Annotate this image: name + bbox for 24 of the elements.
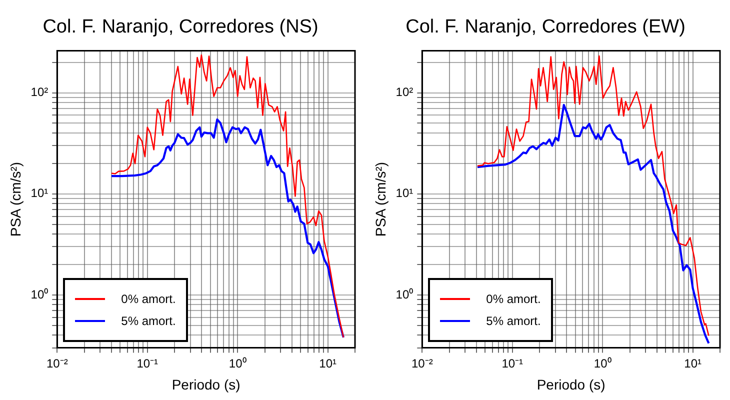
y-tick-label: 10¹ <box>396 186 414 200</box>
x-tick-label: 10⁻² <box>46 356 68 370</box>
x-axis-title: Periodo (s) <box>172 376 240 392</box>
y-tick-label: 10⁰ <box>396 287 414 302</box>
y-tick-label: 10² <box>30 85 48 100</box>
y-tick-label: 10⁰ <box>30 287 48 302</box>
legend-label: 5% amort. <box>486 314 541 328</box>
y-axis-title: PSA (cm/s²) <box>7 162 24 237</box>
x-tick-label: 10⁰ <box>228 356 246 370</box>
x-tick-label: 10¹ <box>684 356 702 370</box>
legend-label: 5% amort. <box>121 314 176 328</box>
chart-title: Col. F. Naranjo, Corredores (EW) <box>406 16 686 38</box>
chart-title: Col. F. Naranjo, Corredores (NS) <box>42 16 318 38</box>
x-tick-label: 10⁻² <box>411 356 433 370</box>
y-tick-label: 10¹ <box>30 186 48 200</box>
legend-label: 0% amort. <box>121 292 176 306</box>
y-tick-label: 10² <box>396 85 414 100</box>
y-axis-title: PSA (cm/s²) <box>372 162 388 237</box>
x-axis-title: Periodo (s) <box>536 376 606 392</box>
x-tick-label: 10¹ <box>319 356 337 370</box>
x-tick-label: 10⁻¹ <box>502 356 524 370</box>
legend-label: 0% amort. <box>486 292 541 306</box>
x-tick-label: 10⁻¹ <box>136 356 158 370</box>
x-tick-label: 10⁰ <box>594 356 612 370</box>
